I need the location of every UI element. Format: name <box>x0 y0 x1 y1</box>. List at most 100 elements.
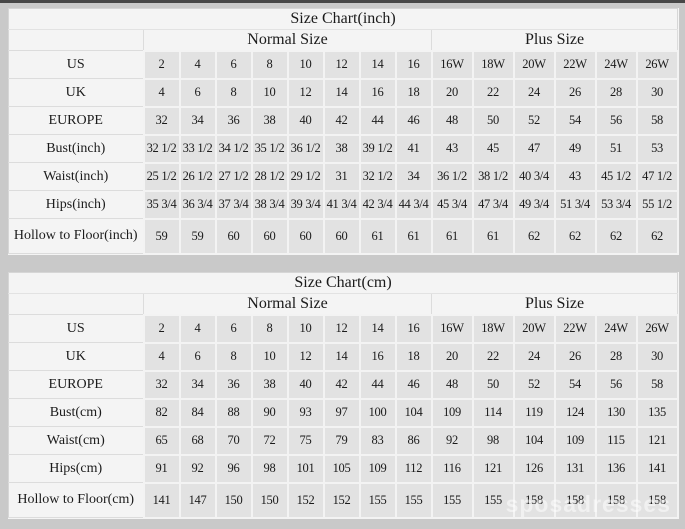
row-label: Hips(cm) <box>8 454 144 483</box>
row-label: Hollow to Floor(cm) <box>8 482 144 518</box>
size-cell: 83 <box>358 425 397 456</box>
size-cell: 155 <box>430 481 474 519</box>
size-cell: 28 <box>594 341 638 372</box>
size-cell: 130 <box>594 397 638 428</box>
size-cell: 47 <box>512 133 556 164</box>
size-cell: 22W <box>553 313 597 344</box>
size-cell: 109 <box>553 425 597 456</box>
size-cell: 42 <box>322 369 361 400</box>
size-cell: 121 <box>635 425 679 456</box>
size-cell: 150 <box>214 481 253 519</box>
table-row: EUROPE 32 34 36 38 40 42 44 46 48 50 52 54 56 58 <box>8 105 679 136</box>
size-cell: 104 <box>512 425 556 456</box>
size-cell: 24 <box>512 341 556 372</box>
size-cell: 68 <box>178 425 217 456</box>
size-cell: 36 1/2 <box>286 133 325 164</box>
row-label: US <box>8 50 144 79</box>
size-cell: 62 <box>553 217 597 255</box>
size-cell: 124 <box>553 397 597 428</box>
size-cell: 60 <box>250 217 289 255</box>
size-cell: 33 1/2 <box>178 133 217 164</box>
size-cell: 38 3/4 <box>250 189 289 220</box>
size-cell: 44 <box>358 369 397 400</box>
size-cell: 141 <box>142 481 181 519</box>
table-row: UK 4 6 8 10 12 14 16 18 20 22 24 26 28 30 <box>8 77 679 108</box>
table-title: Size Chart(inch) <box>8 8 678 30</box>
table-row: Bust(cm) 82 84 88 90 93 97 100 104 109 114 119 124 13… <box>8 397 679 428</box>
size-cell: 86 <box>394 425 433 456</box>
size-cell: 24 <box>512 77 556 108</box>
size-cell: 18 <box>394 341 433 372</box>
size-cell: 62 <box>594 217 638 255</box>
size-cell: 14 <box>358 313 397 344</box>
size-cell: 12 <box>322 313 361 344</box>
size-cell: 22 <box>471 77 515 108</box>
size-cell: 46 <box>394 105 433 136</box>
corner-blank-cell <box>8 29 144 51</box>
table-row: US 2 4 6 8 10 12 14 16 16W 18W 20W 22W 24W 26W <box>8 313 679 344</box>
size-cell: 14 <box>322 341 361 372</box>
size-cell: 58 <box>635 369 679 400</box>
size-cell: 92 <box>430 425 474 456</box>
size-cell: 44 3/4 <box>394 189 433 220</box>
size-cell: 8 <box>214 77 253 108</box>
size-cell: 22W <box>553 49 597 80</box>
size-cell: 59 <box>142 217 181 255</box>
table-row: Hollow to Floor(cm) 141 147 150 150 152 152 155… <box>8 481 679 519</box>
size-cell: 32 <box>142 369 181 400</box>
size-cell: 62 <box>512 217 556 255</box>
size-cell: 56 <box>594 105 638 136</box>
size-cell: 90 <box>250 397 289 428</box>
size-cell: 91 <box>142 453 181 484</box>
size-cell: 39 1/2 <box>358 133 397 164</box>
size-cell: 55 1/2 <box>635 189 679 220</box>
size-cell: 41 <box>394 133 433 164</box>
size-chart-table: Size Chart(inch) Normal Size Plus Size US 2 4… <box>8 8 679 255</box>
size-cell: 75 <box>286 425 325 456</box>
corner-blank-cell <box>8 293 144 315</box>
size-cell: 20 <box>430 77 474 108</box>
size-cell: 50 <box>471 105 515 136</box>
size-cell: 43 <box>430 133 474 164</box>
row-label: EUROPE <box>8 106 144 135</box>
size-cell: 34 1/2 <box>214 133 253 164</box>
size-cell: 62 <box>635 217 679 255</box>
size-cell: 26 1/2 <box>178 161 217 192</box>
size-cell: 6 <box>178 341 217 372</box>
size-cell: 31 <box>322 161 361 192</box>
size-cell: 59 <box>178 217 217 255</box>
top-border-strip <box>0 0 685 3</box>
size-cell: 135 <box>635 397 679 428</box>
size-cell: 10 <box>250 341 289 372</box>
size-cell: 2 <box>142 313 181 344</box>
size-cell: 32 1/2 <box>358 161 397 192</box>
size-cell: 50 <box>471 369 515 400</box>
size-cell: 48 <box>430 369 474 400</box>
size-cell: 51 3/4 <box>553 189 597 220</box>
size-cell: 49 3/4 <box>512 189 556 220</box>
size-cell: 51 <box>594 133 638 164</box>
row-label: EUROPE <box>8 370 144 399</box>
size-cell: 12 <box>286 77 325 108</box>
row-label: Hollow to Floor(inch) <box>8 218 144 254</box>
size-cell: 42 3/4 <box>358 189 397 220</box>
size-cell: 47 3/4 <box>471 189 515 220</box>
size-cell: 101 <box>286 453 325 484</box>
row-label: Bust(inch) <box>8 134 144 163</box>
size-cell: 30 <box>635 77 679 108</box>
size-cell: 158 <box>635 481 679 519</box>
size-cell: 8 <box>250 49 289 80</box>
row-label: Waist(cm) <box>8 426 144 455</box>
size-cell: 28 1/2 <box>250 161 289 192</box>
table-row: Hips(cm) 91 92 96 98 101 105 109 112 116 121 126 131… <box>8 453 679 484</box>
size-cell: 53 <box>635 133 679 164</box>
size-cell: 158 <box>553 481 597 519</box>
row-label: UK <box>8 78 144 107</box>
size-cell: 34 <box>178 369 217 400</box>
size-cell: 8 <box>214 341 253 372</box>
size-cell: 61 <box>471 217 515 255</box>
size-cell: 100 <box>358 397 397 428</box>
size-cell: 26W <box>635 49 679 80</box>
size-cell: 6 <box>214 313 253 344</box>
row-label: Bust(cm) <box>8 398 144 427</box>
